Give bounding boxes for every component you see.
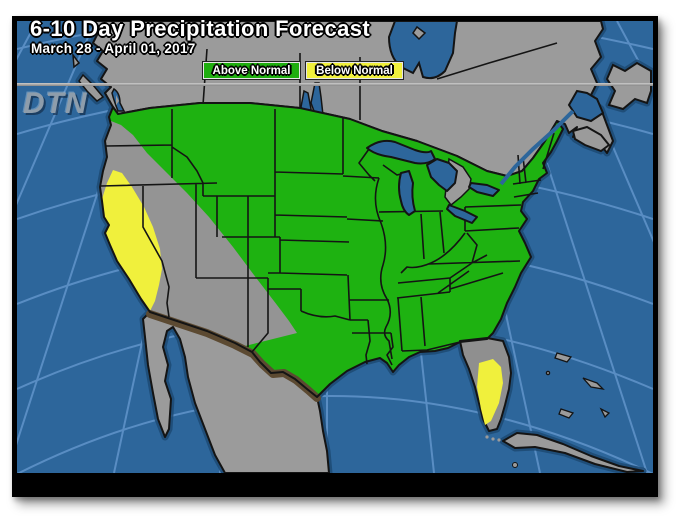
page-title: 6-10 Day Precipitation Forecast — [30, 16, 371, 41]
legend-above-normal-label: Above Normal — [212, 64, 291, 77]
cuba-island — [502, 432, 644, 473]
nova-scotia — [571, 125, 611, 153]
legend-below-normal-label: Below Normal — [316, 64, 393, 77]
st-lawrence-river — [499, 109, 575, 186]
isla-de-la-juventud — [512, 462, 518, 468]
map-image: 6-10 Day Precipitation Forecast March 28… — [17, 16, 653, 473]
puget-sound — [111, 87, 126, 112]
lake-huron — [426, 158, 458, 192]
state-borders — [100, 109, 555, 366]
us-outline — [99, 102, 564, 398]
gulf-of-st-lawrence — [567, 89, 605, 123]
bahamas-islands — [545, 352, 611, 419]
legend-above-normal: Above Normal — [202, 61, 301, 80]
lake-michigan — [398, 170, 416, 216]
hudson-bay — [387, 21, 459, 80]
date-range: March 28 - April 01, 2017 — [31, 41, 196, 56]
header-separator-line — [17, 83, 653, 86]
dtn-logo: DTN — [23, 87, 88, 120]
legend-below-normal: Below Normal — [305, 61, 404, 80]
map-frame: 6-10 Day Precipitation Forecast March 28… — [12, 16, 658, 497]
below-normal-california — [102, 170, 162, 311]
florida-keys — [485, 435, 501, 442]
legend: Above Normal Below Normal — [202, 61, 404, 80]
north-america-map — [17, 21, 653, 473]
newfoundland-island — [605, 61, 652, 111]
lake-superior — [366, 139, 436, 165]
below-normal-south-florida — [477, 359, 503, 425]
lake-erie — [446, 204, 478, 224]
great-lakes — [366, 139, 500, 224]
lake-ontario — [468, 182, 500, 197]
